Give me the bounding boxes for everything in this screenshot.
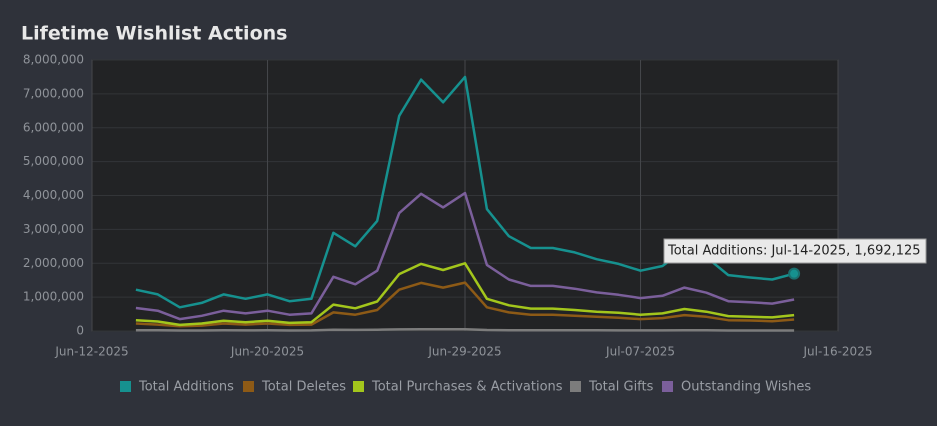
- legend-swatch: [662, 381, 673, 392]
- legend-label: Total Additions: [138, 380, 234, 395]
- y-tick-label: 0: [76, 324, 84, 338]
- legend-swatch: [243, 381, 254, 392]
- legend-label: Outstanding Wishes: [681, 380, 811, 395]
- legend-label: Total Purchases & Activations: [371, 380, 563, 395]
- legend-label: Total Deletes: [261, 380, 346, 395]
- chart-title: Lifetime Wishlist Actions: [21, 23, 287, 45]
- series-line: [135, 262, 795, 327]
- x-tick-label: Jun-12-2025: [54, 345, 128, 359]
- series-line: [135, 191, 795, 321]
- y-tick-label: 7,000,000: [23, 86, 84, 100]
- legend-swatch: [353, 381, 364, 392]
- tooltip: Total Additions: Jul-14-2025, 1,692,125: [667, 244, 921, 259]
- legend-swatch: [570, 381, 581, 392]
- tooltip-box: [663, 238, 927, 264]
- y-tick-label: 1,000,000: [23, 290, 84, 304]
- legend-label: Total Gifts: [588, 380, 654, 395]
- y-tick-label: 5,000,000: [23, 154, 84, 168]
- x-tick-label: Jun-29-2025: [427, 345, 501, 359]
- hover-marker: [788, 267, 801, 280]
- x-tick-label: Jul-07-2025: [605, 345, 675, 359]
- y-tick-label: 4,000,000: [23, 188, 84, 202]
- y-tick-label: 3,000,000: [23, 222, 84, 236]
- y-tick-label: 2,000,000: [23, 256, 84, 270]
- series-line: [135, 327, 795, 332]
- y-tick-label: 8,000,000: [23, 53, 84, 67]
- x-tick-label: Jun-20-2025: [230, 345, 304, 359]
- y-tick-label: 6,000,000: [23, 120, 84, 134]
- legend-swatch: [120, 381, 131, 392]
- series-line: [135, 281, 795, 328]
- x-tick-label: Jul-16-2025: [803, 345, 873, 359]
